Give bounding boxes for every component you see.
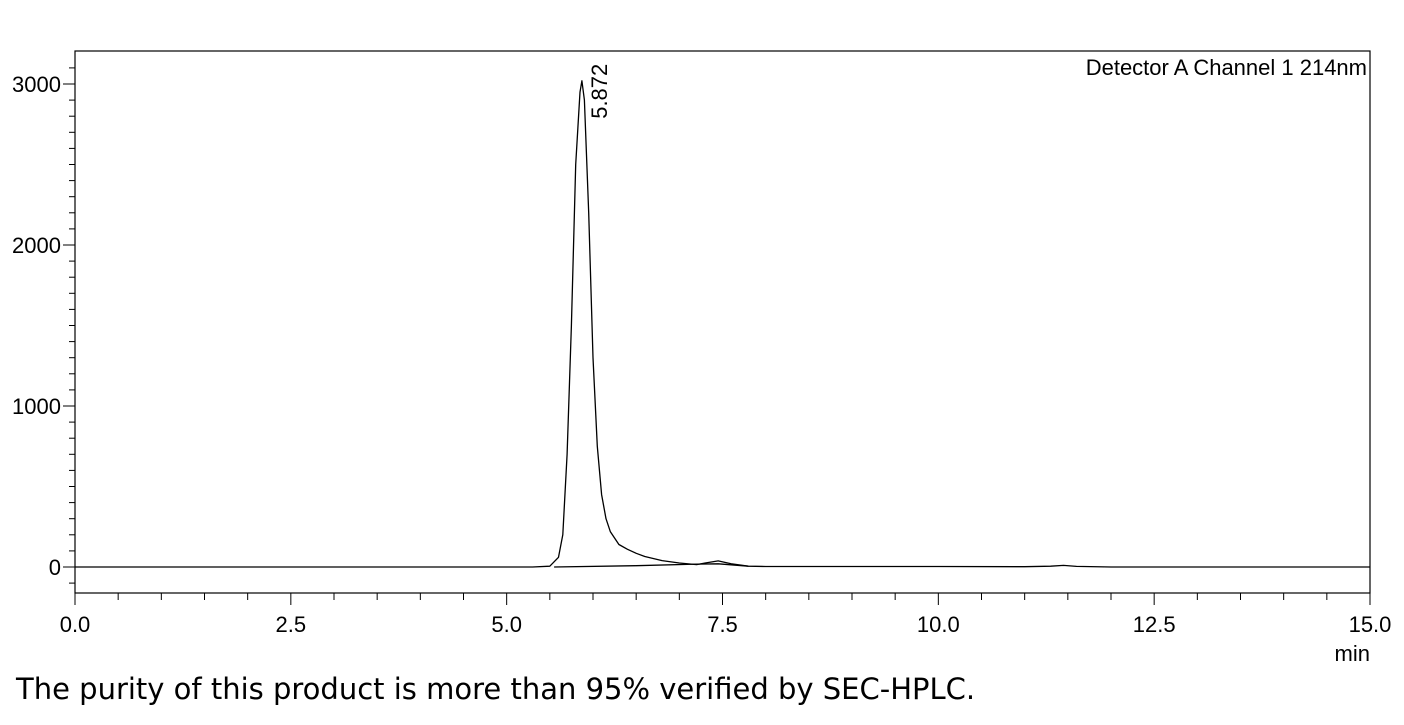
- series-layer: [75, 80, 1370, 568]
- y-tick-label: 2000: [12, 233, 61, 258]
- peak-label: 5.872: [587, 64, 612, 119]
- x-tick-label: 10.0: [917, 612, 960, 637]
- x-tick-label: 5.0: [491, 612, 522, 637]
- y-tick-label: 0: [49, 555, 61, 580]
- purity-caption: The purity of this product is more than …: [16, 672, 976, 706]
- x-tick-label: 2.5: [276, 612, 307, 637]
- x-axis-unit-label: min: [1335, 641, 1370, 666]
- y-tick-label: 3000: [12, 72, 61, 97]
- legend-label: Detector A Channel 1 214nm: [1086, 55, 1367, 80]
- plot-frame: [74, 50, 1371, 594]
- x-tick-label: 0.0: [60, 612, 91, 637]
- y-axis: 0 1000 2000 3000: [12, 67, 75, 584]
- x-tick-label: 12.5: [1133, 612, 1176, 637]
- chromatogram-chart: 0 1000 2000 3000 0.0 2.5 5.0 7.5 10.0 12.5 15.0 D…: [12, 50, 1392, 666]
- x-axis: 0.0 2.5 5.0 7.5 10.0 12.5 15.0: [60, 593, 1392, 637]
- y-tick-label: 1000: [12, 394, 61, 419]
- x-tick-label: 15.0: [1349, 612, 1392, 637]
- chromatogram-trace: [75, 80, 1370, 568]
- x-tick-label: 7.5: [707, 612, 738, 637]
- integration-baseline: [554, 563, 749, 568]
